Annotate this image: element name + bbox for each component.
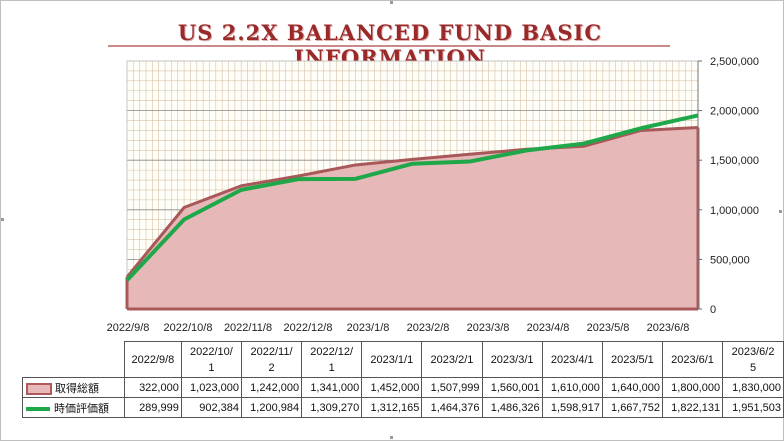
table-column-header: 2023/6/1 — [661, 341, 724, 378]
table-cell: 1,667,752 — [601, 397, 663, 418]
table-cell: 1,341,000 — [301, 377, 363, 398]
table-cell: 1,822,131 — [661, 397, 724, 418]
series-line-acquired — [125, 125, 699, 279]
x-tick-label: 2023/1/8 — [347, 322, 390, 334]
resize-handle-bottom[interactable] — [390, 436, 393, 439]
legend-label: 取得総額 — [55, 382, 99, 395]
x-tick-label: 2022/9/8 — [107, 322, 150, 334]
data-table: 2022/9/8 2022/10/1 2022/11/2 2022/12/1 2023/… — [22, 341, 784, 418]
legend-swatch-line — [26, 406, 50, 411]
series-area-acquired — [127, 127, 698, 310]
x-tick-label: 2022/12/8 — [284, 322, 333, 334]
table-cell: 1,464,376 — [421, 397, 483, 418]
y-tick-label: 2,500,000 — [710, 56, 759, 68]
table-column-header: 2022/9/8 — [123, 341, 182, 378]
table-cell: 1,951,503 — [722, 397, 784, 418]
table-cell: 1,507,999 — [421, 377, 483, 398]
table-header-row: 2022/9/8 2022/10/1 2022/11/2 2022/12/1 2023/… — [22, 341, 784, 378]
resize-handle-top[interactable] — [390, 1, 393, 4]
table-cell: 902,384 — [180, 397, 242, 418]
table-column-header: 2022/11/2 — [240, 341, 303, 378]
table-cell: 1,560,001 — [481, 377, 543, 398]
table-cell: 1,640,000 — [601, 377, 663, 398]
table-cell: 1,800,000 — [661, 377, 724, 398]
table-column-header: 2023/2/1 — [421, 341, 483, 378]
table-cell: 1,242,000 — [240, 377, 303, 398]
x-tick-label: 2023/4/8 — [527, 322, 570, 334]
x-tick-label: 2022/11/8 — [224, 322, 272, 334]
y-axis: 0 500,000 1,000,000 1,500,000 2,000,000 2,500… — [697, 56, 759, 316]
resize-handle-left[interactable] — [1, 218, 4, 221]
x-tick-label: 2023/3/8 — [467, 322, 510, 334]
table-cell: 1,610,000 — [541, 377, 603, 398]
legend-swatch-area — [26, 382, 52, 395]
table-cell: 1,452,000 — [361, 377, 423, 398]
series-layer — [125, 113, 700, 311]
x-tick-label: 2022/10/8 — [164, 322, 213, 334]
table-corner — [22, 341, 125, 378]
table-column-header: 2023/4/1 — [541, 341, 603, 378]
x-tick-label: 2023/2/8 — [407, 322, 450, 334]
table-cell: 1,200,984 — [240, 397, 303, 418]
chart-title: US 2.2X BALANCED FUND BASIC INFORMATION — [177, 20, 603, 70]
legend-label: 時価評価額 — [54, 402, 109, 415]
legend-entry: 取得総額 — [22, 377, 125, 398]
table-cell: 1,598,917 — [541, 397, 603, 418]
table-column-header: 2022/12/1 — [301, 341, 363, 378]
table-cell: 1,312,165 — [361, 397, 423, 418]
legend-entry: 時価評価額 — [22, 397, 125, 418]
x-tick-label: 2023/6/8 — [647, 322, 690, 334]
resize-handle-right[interactable] — [779, 210, 782, 213]
title-underline — [108, 45, 670, 47]
table-cell: 289,999 — [123, 397, 182, 418]
x-tick-label: 2023/5/8 — [587, 322, 630, 334]
y-tick-label: 1,500,000 — [710, 155, 759, 167]
table-cell: 1,830,000 — [722, 377, 784, 398]
table-column-header: 2022/10/1 — [180, 341, 242, 378]
y-tick-label: 500,000 — [710, 254, 750, 266]
table-column-header: 2023/3/1 — [481, 341, 543, 378]
table-row: 時価評価額 289,999 902,384 1,200,984 1,309,270 1,3… — [22, 397, 784, 418]
table-row: 取得総額 322,000 1,023,000 1,242,000 1,341,000 1,… — [22, 377, 784, 398]
table-column-header: 2023/6/2 5 — [722, 341, 784, 378]
y-tick-label: 0 — [710, 304, 716, 316]
table-cell: 1,023,000 — [180, 377, 242, 398]
table-cell: 1,486,326 — [481, 397, 543, 418]
table-cell: 322,000 — [123, 377, 182, 398]
table-cell: 1,309,270 — [301, 397, 363, 418]
table-column-header: 2023/5/1 — [601, 341, 663, 378]
y-tick-label: 2,000,000 — [710, 106, 759, 118]
y-tick-label: 1,000,000 — [710, 205, 759, 217]
table-column-header: 2023/1/1 — [361, 341, 423, 378]
series-line-market — [125, 113, 699, 282]
x-axis: 2022/9/8 2022/10/8 2022/11/8 2022/12/8 2023/… — [107, 322, 690, 334]
